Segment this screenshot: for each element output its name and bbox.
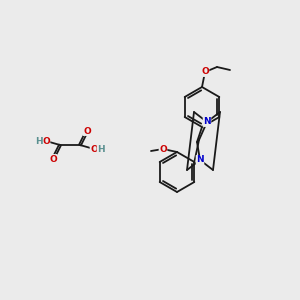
Text: N: N [196, 155, 204, 164]
Text: O: O [42, 136, 50, 146]
Text: O: O [201, 68, 209, 76]
Text: O: O [159, 145, 167, 154]
Text: O: O [90, 145, 98, 154]
Text: O: O [83, 127, 91, 136]
Text: H: H [97, 145, 105, 154]
Text: O: O [49, 154, 57, 164]
Text: H: H [35, 136, 43, 146]
Text: N: N [203, 118, 211, 127]
